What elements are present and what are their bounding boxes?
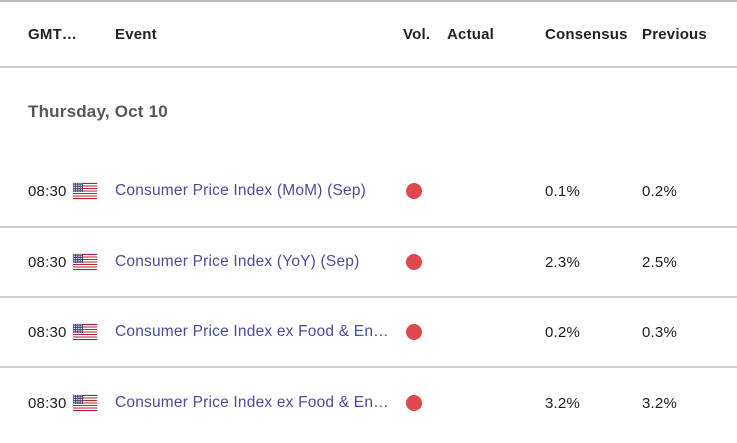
previous-value: 0.2% bbox=[642, 182, 677, 200]
event-time: 08:30 bbox=[28, 253, 67, 271]
consensus-value: 0.2% bbox=[545, 323, 580, 341]
consensus-value: 0.1% bbox=[545, 182, 580, 200]
event-row: 08:30 Consumer Price Index ex Food & Ene… bbox=[0, 368, 737, 438]
event-time: 08:30 bbox=[28, 394, 67, 412]
high-volatility-dot-icon bbox=[406, 395, 422, 411]
column-header-consensus: Consensus bbox=[545, 25, 628, 43]
event-row: 08:30 Consumer Price Index ex Food & Ene… bbox=[0, 298, 737, 368]
column-header-gmt[interactable]: GMT… bbox=[28, 25, 78, 43]
event-row: 08:30 Consumer Price Index (MoM) (Sep) 0… bbox=[0, 156, 737, 228]
high-volatility-dot-icon bbox=[406, 183, 422, 199]
us-flag-icon bbox=[72, 183, 97, 199]
column-header-actual: Actual bbox=[447, 25, 495, 43]
event-link[interactable]: Consumer Price Index ex Food & Energy … bbox=[115, 323, 397, 340]
date-header-row: Thursday, Oct 10 bbox=[0, 68, 737, 156]
us-flag-icon bbox=[72, 254, 97, 270]
event-link[interactable]: Consumer Price Index (YoY) (Sep) bbox=[115, 253, 360, 270]
consensus-value: 2.3% bbox=[545, 253, 580, 271]
us-flag-icon bbox=[72, 324, 97, 340]
event-link[interactable]: Consumer Price Index ex Food & Energy … bbox=[115, 394, 397, 411]
event-link[interactable]: Consumer Price Index (MoM) (Sep) bbox=[115, 182, 367, 199]
column-header-previous: Previous bbox=[642, 25, 707, 43]
column-header-event: Event bbox=[115, 25, 157, 43]
us-flag-icon bbox=[72, 395, 97, 411]
event-row: 08:30 Consumer Price Index (YoY) (Sep) 2… bbox=[0, 228, 737, 298]
table-header-row: GMT… Event Vol. Actual Consensus Previou… bbox=[0, 2, 737, 68]
column-header-vol: Vol. bbox=[403, 25, 431, 43]
high-volatility-dot-icon bbox=[406, 324, 422, 340]
event-time: 08:30 bbox=[28, 323, 67, 341]
consensus-value: 3.2% bbox=[545, 394, 580, 412]
high-volatility-dot-icon bbox=[406, 254, 422, 270]
previous-value: 0.3% bbox=[642, 323, 677, 341]
date-header: Thursday, Oct 10 bbox=[28, 102, 168, 121]
previous-value: 3.2% bbox=[642, 394, 677, 412]
previous-value: 2.5% bbox=[642, 253, 677, 271]
event-time: 08:30 bbox=[28, 182, 67, 200]
